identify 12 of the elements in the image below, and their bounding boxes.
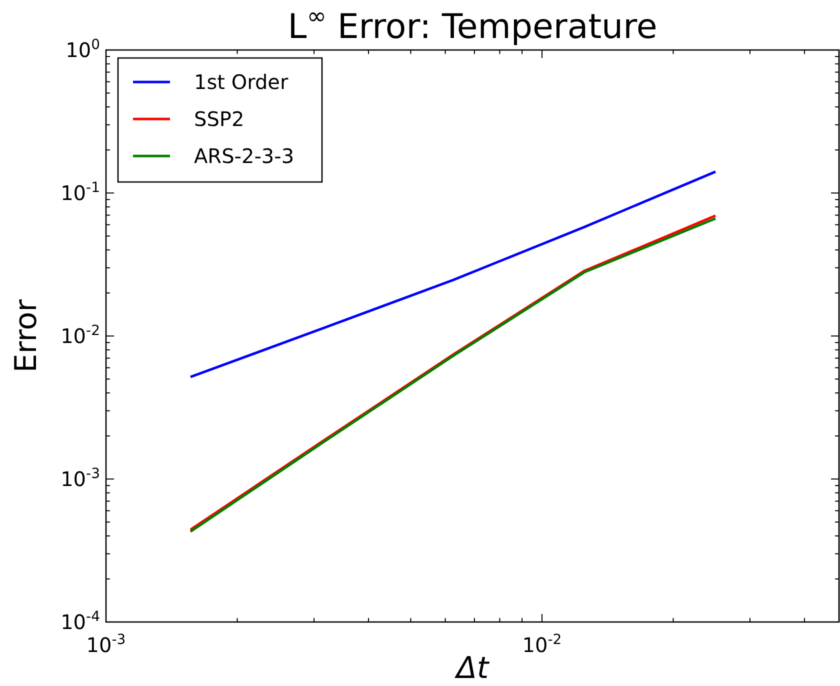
legend-label: 1st Order	[194, 70, 289, 94]
chart-title: L$^{∞}$ Error: Temperature	[288, 2, 658, 47]
y-tick-label: 10$^{0}$	[66, 37, 100, 62]
y-tick-label: 10$^{-4}$	[60, 609, 100, 634]
y-tick-label: 10$^{-3}$	[60, 466, 100, 491]
x-axis-title: Δt	[454, 651, 490, 686]
legend-label: ARS-2-3-3	[194, 144, 294, 168]
y-tick-label: 10$^{-1}$	[60, 180, 100, 205]
y-axis-title: Error	[9, 298, 44, 373]
legend-label: SSP2	[194, 107, 244, 131]
y-tick-label: 10$^{-2}$	[60, 323, 100, 348]
line-series	[189, 170, 717, 378]
